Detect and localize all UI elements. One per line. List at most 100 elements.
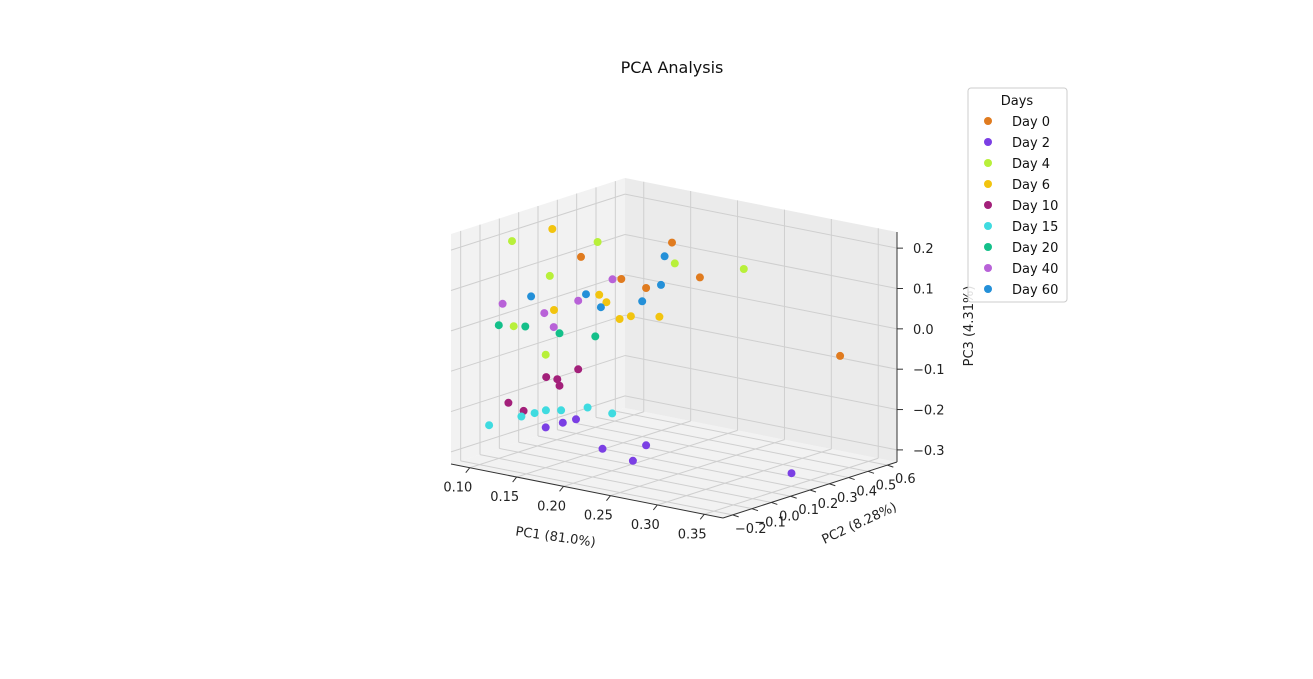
point-series-4 [553,375,562,384]
z-gridline [624,355,898,411]
point-series-2 [670,259,679,268]
point-series-8 [582,290,590,299]
back-pane [625,178,897,462]
y-tick-label: 0.5 [876,478,897,493]
z-tick-label: 0.0 [913,323,934,338]
point-series-4 [542,373,551,382]
point-series-4 [574,365,583,374]
legend-marker [984,243,992,251]
chart-title: PCA Analysis [621,58,724,77]
point-series-2 [509,322,518,331]
point-series-1 [642,441,651,450]
point-series-4 [504,398,513,407]
y-tick-label: 0.4 [856,485,877,500]
legend-title: Days [1001,94,1034,109]
z-gridline [624,395,898,451]
z-tick-label: −0.1 [913,363,945,378]
x-tick-label: 0.10 [443,481,472,496]
z-tick-label: −0.2 [913,404,945,419]
y-gridline [576,423,849,479]
point-series-2 [508,237,516,246]
data-points [485,225,845,478]
legend-label: Day 15 [1012,220,1058,235]
point-series-1 [541,423,550,432]
point-series-6 [591,332,600,341]
point-series-3 [655,312,664,321]
y-tick-mark [829,483,836,487]
legend-marker [984,180,992,188]
x-tick-label: 0.35 [678,527,707,542]
y-tick-mark [809,489,817,493]
point-series-5 [608,409,617,418]
z-tick-label: 0.2 [913,242,934,257]
point-series-4 [555,381,564,390]
legend-marker [984,138,992,146]
y-tick-label: 0.3 [837,491,858,506]
y-tick-mark [848,477,855,481]
point-series-6 [555,329,564,338]
point-series-3 [548,225,557,233]
y-tick-mark [867,470,875,474]
point-series-0 [695,273,704,282]
point-series-2 [593,238,602,246]
y-tick-label: −0.2 [735,522,767,537]
point-series-1 [787,469,796,478]
y-gridline [460,460,733,516]
point-series-1 [628,456,637,465]
point-series-8 [660,252,669,261]
x-tick-mark [512,476,518,483]
point-series-0 [668,238,676,247]
legend-frame [967,87,1068,303]
x-tick-label: 0.25 [584,509,613,524]
z-tick-label: 0.1 [913,283,934,298]
tick-labels: 0.100.150.200.250.300.35 −0.2−0.10.00.10.… [443,242,944,542]
point-series-1 [572,415,580,424]
point-series-3 [595,290,604,299]
z-gridline [450,314,626,372]
point-series-8 [527,292,536,301]
z-gridline [450,274,626,332]
y-tick-mark [887,464,894,468]
legend-label: Day 2 [1012,136,1050,151]
y-tick-mark [771,501,778,505]
y-tick-label: 0.0 [779,509,800,524]
x-tick-mark [652,504,658,511]
point-series-7 [608,275,617,284]
z-gridline [450,355,626,413]
y-tick-label: 0.6 [895,472,916,487]
y-tick-mark [732,514,739,518]
point-series-5 [541,406,550,415]
legend-marker [984,264,992,272]
point-series-2 [541,350,550,359]
legend-label: Day 10 [1012,199,1058,214]
y-tick-mark [751,508,759,512]
x-tick-label: 0.20 [537,499,566,514]
point-series-7 [574,296,583,305]
y-gridline [518,441,791,497]
y-gridline [595,416,869,472]
y-tick-label: −0.1 [754,516,786,531]
y-gridline [615,410,888,466]
legend-marker [984,285,992,293]
point-series-5 [557,406,566,415]
legend-marker [984,201,992,209]
point-series-6 [494,321,503,330]
legend-marker [984,117,992,125]
x-axis-title: PC1 (81.0%) [514,524,596,550]
point-series-5 [485,421,494,430]
point-series-0 [617,275,626,283]
x-axis-line [450,463,724,519]
point-series-0 [642,284,651,292]
y-gridline [537,435,811,491]
legend-label: Day 0 [1012,115,1050,130]
z-gridline [624,193,898,249]
z-gridline [624,274,898,330]
point-series-3 [626,312,635,321]
legend-marker [984,222,992,230]
z-axis-title: PC3 (4.31%) [962,286,977,367]
point-series-7 [498,299,507,308]
y-tick-label: 0.2 [818,497,839,512]
point-series-0 [577,252,585,261]
